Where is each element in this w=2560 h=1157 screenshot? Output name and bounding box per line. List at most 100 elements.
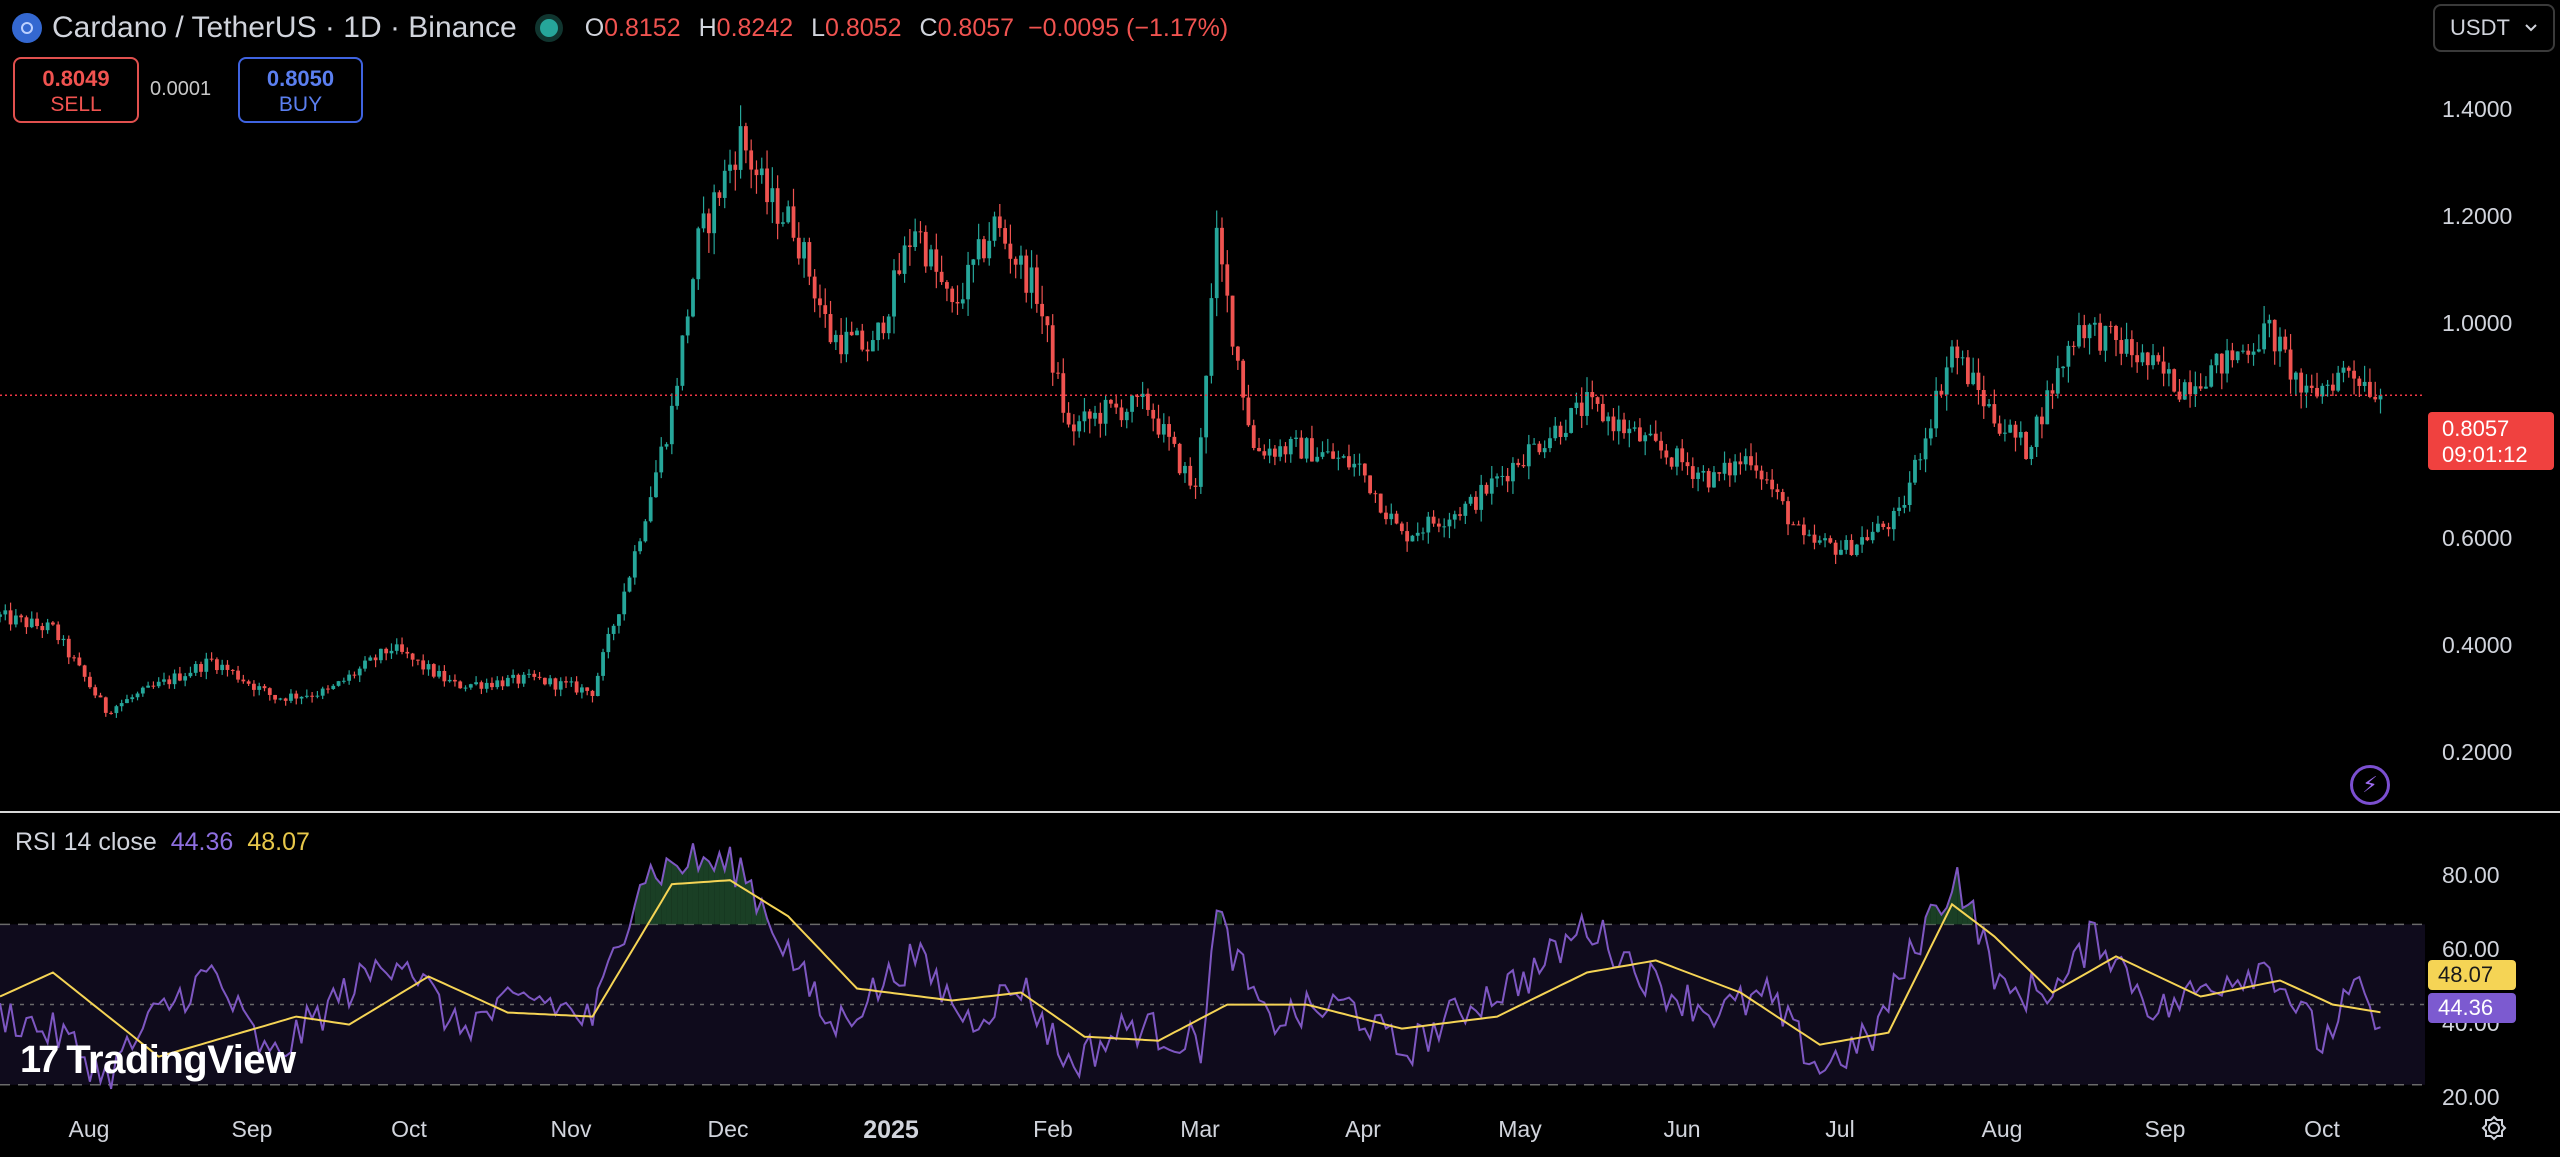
sell-button[interactable]: 0.8049 SELL bbox=[13, 57, 139, 123]
candle-body bbox=[553, 678, 558, 690]
candle bbox=[1034, 254, 1039, 313]
candle bbox=[1823, 533, 1827, 548]
candle-body bbox=[2024, 431, 2028, 459]
candle-body bbox=[1489, 478, 1494, 494]
settings-gear-icon[interactable] bbox=[2480, 1114, 2508, 1142]
candle bbox=[1548, 427, 1552, 453]
candle bbox=[1278, 439, 1283, 462]
candle-body bbox=[590, 690, 595, 696]
candle bbox=[463, 685, 468, 692]
candle-body bbox=[2198, 386, 2203, 389]
candle bbox=[1161, 413, 1166, 443]
rsi-pane[interactable] bbox=[0, 843, 2425, 1090]
candle bbox=[1436, 518, 1441, 533]
candle-body bbox=[1881, 523, 1886, 528]
candle bbox=[2262, 305, 2267, 354]
candle bbox=[1458, 507, 1462, 521]
candle bbox=[2373, 381, 2378, 403]
candle-body bbox=[384, 648, 389, 654]
candle-body bbox=[0, 614, 2, 617]
candle bbox=[2156, 352, 2161, 365]
currency-selector[interactable]: USDT bbox=[2433, 4, 2555, 52]
candle-body bbox=[1823, 538, 1827, 541]
candle-body bbox=[1024, 255, 1029, 293]
candle bbox=[1352, 453, 1357, 477]
candle-body bbox=[1272, 448, 1277, 457]
candle-body bbox=[109, 712, 113, 714]
lightning-icon[interactable]: ⚡ bbox=[2350, 765, 2390, 805]
candle bbox=[976, 223, 981, 266]
candle-body bbox=[1140, 393, 1145, 397]
candle bbox=[691, 277, 695, 318]
candle bbox=[2103, 325, 2108, 362]
rsi-legend[interactable]: RSI 14 close 44.36 48.07 bbox=[15, 828, 310, 857]
candle bbox=[2278, 327, 2282, 367]
candle-body bbox=[1944, 367, 1949, 395]
candle-body bbox=[1505, 475, 1510, 482]
candle-body bbox=[13, 615, 18, 625]
candle-body bbox=[505, 677, 510, 687]
candle-body bbox=[1347, 456, 1351, 468]
candle bbox=[0, 611, 2, 623]
candle bbox=[960, 282, 965, 309]
rsi-overbought-segment bbox=[671, 862, 678, 925]
candle bbox=[1304, 437, 1309, 463]
candle-body bbox=[1526, 444, 1531, 467]
candle bbox=[341, 677, 346, 684]
candle bbox=[177, 666, 182, 682]
candle-body bbox=[252, 683, 256, 690]
candle bbox=[1251, 419, 1256, 451]
candle bbox=[955, 285, 960, 315]
candle-body bbox=[2373, 396, 2378, 400]
candle-body bbox=[1913, 459, 1917, 483]
candle bbox=[839, 318, 844, 364]
candle-body bbox=[749, 150, 754, 170]
candle bbox=[2309, 374, 2314, 394]
candle-body bbox=[479, 682, 484, 689]
candle bbox=[1680, 439, 1685, 471]
buy-button[interactable]: 0.8050 BUY bbox=[238, 57, 363, 123]
candle bbox=[98, 692, 103, 698]
last-price-tag: 0.8057 09:01:12 bbox=[2428, 412, 2554, 470]
candle-body bbox=[886, 316, 891, 334]
candle-body bbox=[1897, 507, 1902, 511]
price-pane[interactable] bbox=[0, 105, 2560, 813]
candle bbox=[617, 614, 621, 634]
candle bbox=[1119, 399, 1124, 427]
rsi-overbought-segment bbox=[655, 878, 662, 925]
candle-body bbox=[56, 624, 61, 641]
candle bbox=[966, 251, 970, 316]
tradingview-logo[interactable]: 17 TradingView bbox=[20, 1038, 296, 1083]
symbol-title[interactable]: Cardano / TetherUS · 1D · Binance bbox=[52, 11, 517, 44]
candle bbox=[2198, 373, 2203, 392]
candle-body bbox=[1738, 461, 1743, 465]
candle-body bbox=[558, 681, 563, 690]
candle bbox=[109, 711, 113, 715]
candle bbox=[823, 288, 828, 328]
candle bbox=[2151, 343, 2155, 370]
candle bbox=[1156, 404, 1161, 439]
candle bbox=[553, 677, 558, 697]
candle-body bbox=[140, 687, 145, 694]
candle bbox=[1019, 245, 1023, 279]
candle bbox=[77, 652, 82, 667]
candle-body bbox=[728, 164, 732, 171]
candle bbox=[1764, 471, 1769, 485]
candle bbox=[1828, 535, 1833, 544]
rsi-value: 44.36 bbox=[170, 828, 234, 856]
candle bbox=[474, 676, 478, 686]
candle bbox=[2119, 327, 2124, 366]
time-axis-tick: Mar bbox=[1180, 1116, 1220, 1142]
candle-body bbox=[1770, 479, 1775, 490]
candle bbox=[1743, 448, 1748, 471]
candle-body bbox=[1399, 523, 1404, 532]
candle bbox=[225, 660, 230, 677]
candle-body bbox=[1791, 524, 1796, 526]
candle bbox=[1421, 527, 1425, 541]
candle-body bbox=[125, 699, 129, 704]
candle-body bbox=[876, 322, 881, 341]
candle-body bbox=[955, 302, 960, 304]
market-status-icon[interactable] bbox=[534, 14, 563, 42]
candle-body bbox=[1627, 428, 1632, 434]
